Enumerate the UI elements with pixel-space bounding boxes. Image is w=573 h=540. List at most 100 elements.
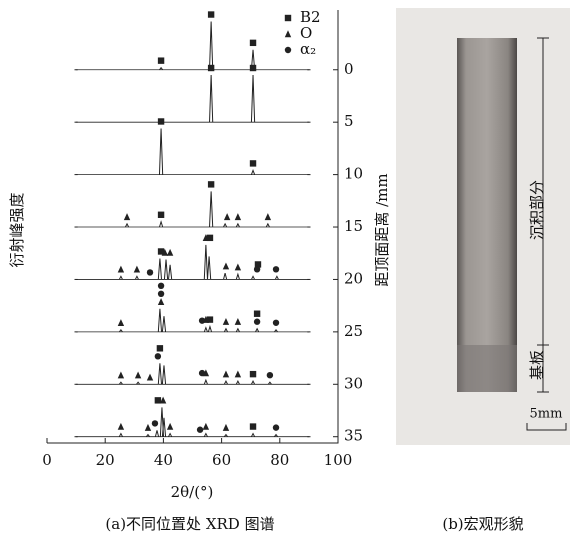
marker-triangle bbox=[118, 371, 124, 378]
peak bbox=[119, 276, 122, 279]
marker-triangle bbox=[223, 262, 229, 269]
peak bbox=[251, 276, 254, 279]
peak bbox=[210, 191, 213, 227]
marker-circle bbox=[158, 291, 164, 297]
peak bbox=[256, 329, 259, 332]
marker-triangle bbox=[203, 423, 209, 430]
marker-circle bbox=[267, 372, 273, 378]
peak bbox=[159, 128, 162, 174]
caption: (a)不同位置处 XRD 图谱 bbox=[105, 515, 274, 533]
marker-square bbox=[158, 57, 164, 63]
legend-label: α₂ bbox=[300, 40, 316, 58]
peak bbox=[164, 260, 167, 280]
marker-square bbox=[255, 261, 261, 267]
marker-square bbox=[158, 212, 164, 218]
peak bbox=[162, 365, 165, 384]
x-tick-label: 40 bbox=[154, 451, 173, 469]
marker-square bbox=[285, 15, 291, 21]
marker-triangle bbox=[223, 370, 229, 377]
y2-tick-label: 10 bbox=[344, 165, 363, 183]
x-tick-label: 80 bbox=[270, 451, 289, 469]
marker-triangle bbox=[265, 213, 271, 220]
y2-tick-label: 15 bbox=[344, 217, 363, 235]
peak bbox=[158, 258, 161, 279]
marker-square bbox=[208, 65, 214, 71]
marker-circle bbox=[273, 266, 279, 272]
marker-circle bbox=[152, 420, 158, 426]
marker-triangle bbox=[223, 424, 229, 431]
figure: 衍射峰强度 距顶面距离 /mm 2θ/(°) (a)不同位置处 XRD 图谱 沉… bbox=[0, 0, 573, 540]
marker-square bbox=[250, 65, 256, 71]
x-tick-label: 60 bbox=[212, 451, 231, 469]
axis bbox=[47, 10, 338, 443]
marker-square bbox=[208, 11, 214, 17]
peak bbox=[135, 276, 138, 279]
marker-square bbox=[250, 40, 256, 46]
photo-label: 沉积部分 bbox=[528, 180, 546, 240]
y2-tick-label: 0 bbox=[344, 60, 354, 78]
peak bbox=[223, 224, 226, 227]
marker-square bbox=[250, 371, 256, 377]
sample bbox=[457, 38, 517, 392]
peak bbox=[236, 329, 239, 332]
marker-triangle bbox=[118, 423, 124, 430]
peak bbox=[204, 245, 207, 280]
peak bbox=[223, 273, 226, 279]
peak bbox=[275, 276, 278, 279]
photo: 沉积部分 基板 5mm (b)宏观形貌 bbox=[396, 8, 570, 533]
marker-triangle bbox=[118, 266, 124, 273]
marker-circle bbox=[158, 283, 164, 289]
x-tick-label: 20 bbox=[96, 451, 115, 469]
peak bbox=[236, 224, 239, 227]
marker-square bbox=[208, 181, 214, 187]
marker-triangle bbox=[135, 371, 141, 378]
marker-triangle bbox=[167, 249, 173, 256]
marker-triangle bbox=[235, 264, 241, 271]
x-label: 2θ/(°) bbox=[171, 483, 214, 501]
peak bbox=[266, 224, 269, 227]
peak bbox=[210, 22, 213, 70]
peak bbox=[204, 434, 207, 437]
caption: (b)宏观形貌 bbox=[442, 515, 523, 533]
photo-label: 基板 bbox=[528, 350, 546, 380]
marker-triangle bbox=[124, 213, 130, 220]
marker-square bbox=[207, 316, 213, 322]
marker-circle bbox=[273, 424, 279, 430]
y2-label: 距顶面距离 /mm bbox=[373, 173, 391, 286]
marker-triangle bbox=[167, 423, 173, 430]
marker-circle bbox=[197, 427, 203, 433]
marker-circle bbox=[147, 269, 153, 275]
x-tick-label: 100 bbox=[324, 451, 353, 469]
peak bbox=[224, 381, 227, 384]
peak bbox=[204, 328, 207, 332]
x-tick-label: 0 bbox=[42, 451, 52, 469]
marker-circle bbox=[254, 319, 260, 325]
peak bbox=[251, 434, 254, 437]
marker-triangle bbox=[235, 370, 241, 377]
peak bbox=[207, 256, 210, 279]
peak bbox=[208, 327, 211, 332]
peak bbox=[125, 224, 128, 227]
marker-triangle bbox=[118, 319, 124, 326]
marker-square bbox=[158, 118, 164, 124]
marker-triangle bbox=[235, 318, 241, 325]
marker-square bbox=[157, 345, 163, 351]
peak bbox=[236, 274, 239, 279]
marker-triangle bbox=[145, 424, 151, 431]
y2-tick-label: 5 bbox=[344, 112, 354, 130]
peak bbox=[155, 430, 158, 436]
marker-triangle bbox=[223, 318, 229, 325]
y2-tick-label: 30 bbox=[344, 374, 363, 392]
peak bbox=[224, 329, 227, 332]
peak bbox=[210, 75, 213, 122]
marker-circle bbox=[273, 320, 279, 326]
marker-square bbox=[250, 423, 256, 429]
substrate bbox=[457, 345, 517, 392]
peak bbox=[236, 381, 239, 384]
marker-square bbox=[254, 311, 260, 317]
scale-label: 5mm bbox=[530, 407, 563, 422]
peak bbox=[204, 380, 207, 384]
peak bbox=[168, 265, 171, 280]
y2-tick-label: 35 bbox=[344, 427, 363, 445]
peak bbox=[251, 75, 254, 122]
